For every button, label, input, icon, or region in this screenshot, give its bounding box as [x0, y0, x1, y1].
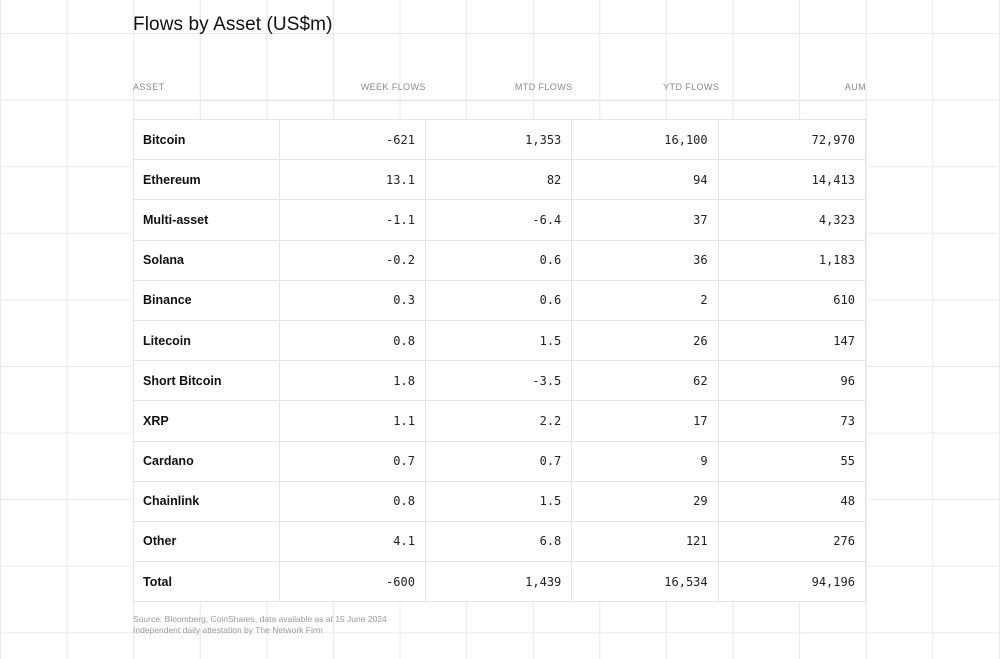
- table-body: Bitcoin -621 1,353 16,100 72,970 Ethereu…: [133, 119, 866, 603]
- attestation-note: Independent daily attestation by The Net…: [133, 625, 323, 635]
- asset-cell: Short Bitcoin: [134, 361, 280, 401]
- week-flows-cell: -1.1: [280, 200, 426, 240]
- header-spacer: [133, 101, 866, 119]
- aum-cell: 610: [833, 293, 855, 308]
- source-note: Source: Bloomberg, CoinShares, data avai…: [133, 614, 387, 624]
- footer-notes: Source: Bloomberg, CoinShares, data avai…: [133, 614, 387, 636]
- week-flows-cell: -0.2: [280, 240, 426, 280]
- asset-cell: XRP: [134, 401, 280, 441]
- header-week-flows: WEEK FLOWS: [360, 81, 426, 92]
- header-ytd-flows: YTD FLOWS: [663, 81, 720, 92]
- asset-cell: Ethereum: [134, 160, 280, 200]
- ytd-flows-cell: 16,100: [572, 120, 719, 160]
- asset-cell: Other: [134, 521, 280, 562]
- ytd-flows-cell: 29: [572, 481, 719, 521]
- ytd-flows-cell: 9: [572, 441, 719, 481]
- asset-cell: Bitcoin: [134, 120, 280, 160]
- table-row: Cardano 0.7 0.7 9 55: [134, 441, 865, 482]
- mtd-flows-cell: 1.5: [426, 481, 573, 521]
- mtd-flows-cell: -6.4: [426, 200, 573, 240]
- aum-cell: 14,413: [811, 172, 855, 187]
- week-flows-cell: 0.8: [280, 481, 426, 521]
- asset-cell: Multi-asset: [134, 200, 280, 240]
- mtd-flows-cell: 82: [426, 160, 573, 200]
- ytd-flows-cell: 2: [572, 280, 719, 320]
- ytd-flows-cell: 37: [572, 200, 719, 240]
- asset-cell: Solana: [134, 240, 280, 280]
- asset-cell: Binance: [134, 280, 280, 320]
- mtd-flows-cell: 6.8: [426, 521, 573, 562]
- week-flows-cell: 0.3: [280, 280, 426, 320]
- week-flows-cell: 0.7: [280, 441, 426, 481]
- mtd-flows-cell: 0.7: [426, 441, 573, 481]
- flows-table: ASSET WEEK FLOWS MTD FLOWS YTD FLOWS AUM…: [133, 73, 866, 603]
- ytd-flows-cell: 62: [572, 361, 719, 401]
- week-flows-cell: 1.1: [280, 401, 426, 441]
- asset-cell: Litecoin: [134, 320, 280, 361]
- mtd-flows-cell: -3.5: [426, 361, 573, 401]
- aum-cell: 147: [833, 333, 855, 348]
- week-flows-cell: 0.8: [280, 320, 426, 361]
- ytd-flows-cell: 36: [572, 240, 719, 280]
- aum-cell: 1,183: [818, 253, 855, 268]
- table-row: Solana -0.2 0.6 36 1,183: [134, 240, 865, 281]
- week-flows-cell: -600: [280, 562, 426, 602]
- mtd-flows-cell: 1.5: [426, 320, 573, 361]
- table-row: Chainlink 0.8 1.5 29 48: [134, 481, 865, 522]
- table-header: ASSET WEEK FLOWS MTD FLOWS YTD FLOWS AUM: [133, 73, 866, 101]
- table-row: Short Bitcoin 1.8 -3.5 62 96: [134, 361, 865, 402]
- table-row-total: Total -600 1,439 16,534 94,196: [134, 562, 865, 603]
- ytd-flows-cell: 121: [572, 521, 719, 562]
- aum-cell: 94,196: [811, 574, 855, 589]
- mtd-flows-cell: 1,439: [426, 562, 573, 602]
- header-asset: ASSET: [133, 81, 165, 92]
- mtd-flows-cell: 2.2: [426, 401, 573, 441]
- header-mtd-flows: MTD FLOWS: [514, 81, 573, 92]
- page-title: Flows by Asset (US$m): [133, 14, 333, 35]
- mtd-flows-cell: 1,353: [426, 120, 573, 160]
- aum-cell: 73: [840, 413, 855, 428]
- header-aum: AUM: [844, 81, 866, 92]
- aum-cell: 276: [833, 534, 855, 549]
- table-row: Multi-asset -1.1 -6.4 37 4,323: [134, 200, 865, 241]
- mtd-flows-cell: 0.6: [426, 280, 573, 320]
- week-flows-cell: 13.1: [280, 160, 426, 200]
- week-flows-cell: 4.1: [280, 521, 426, 562]
- aum-cell: 72,970: [811, 132, 855, 147]
- table-row: Other 4.1 6.8 121 276: [134, 521, 865, 563]
- asset-cell: Cardano: [134, 441, 280, 481]
- table-row: XRP 1.1 2.2 17 73: [134, 401, 865, 442]
- table-row: Ethereum 13.1 82 94 14,413: [134, 160, 865, 201]
- week-flows-cell: 1.8: [280, 361, 426, 401]
- ytd-flows-cell: 17: [572, 401, 719, 441]
- ytd-flows-cell: 26: [572, 320, 719, 361]
- aum-cell: 55: [840, 454, 855, 469]
- mtd-flows-cell: 0.6: [426, 240, 573, 280]
- week-flows-cell: -621: [280, 120, 426, 160]
- table-row: Bitcoin -621 1,353 16,100 72,970: [134, 120, 865, 161]
- asset-cell: Total: [134, 562, 280, 602]
- asset-cell: Chainlink: [134, 481, 280, 521]
- ytd-flows-cell: 94: [572, 160, 719, 200]
- aum-cell: 48: [840, 494, 855, 509]
- aum-cell: 96: [840, 373, 855, 388]
- table-row: Litecoin 0.8 1.5 26 147: [134, 320, 865, 362]
- aum-cell: 4,323: [818, 212, 855, 227]
- table-row: Binance 0.3 0.6 2 610: [134, 280, 865, 321]
- ytd-flows-cell: 16,534: [572, 562, 719, 602]
